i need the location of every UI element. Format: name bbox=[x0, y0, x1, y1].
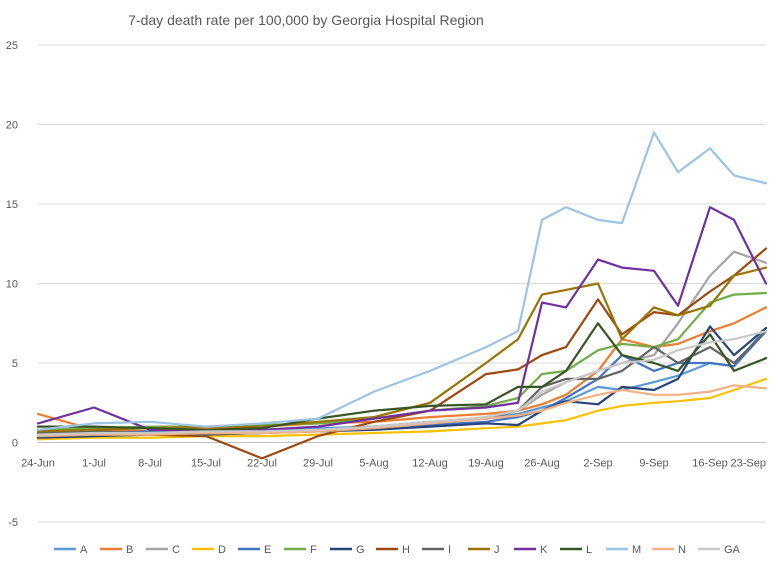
series-line-k bbox=[36, 206, 768, 433]
y-tick-label: 0 bbox=[12, 438, 18, 450]
legend-label: B bbox=[126, 544, 133, 556]
legend-label: GA bbox=[724, 544, 741, 556]
x-tick-label: 9-Sep bbox=[639, 458, 668, 470]
legend-entry-g: G bbox=[330, 544, 365, 556]
legend-entry-i: I bbox=[422, 544, 451, 556]
x-tick-label: 26-Aug bbox=[524, 458, 559, 470]
y-tick-label: -5 bbox=[8, 517, 18, 529]
x-tick-label: 12-Aug bbox=[412, 458, 447, 470]
series-line-m bbox=[36, 131, 768, 431]
y-axis-tick-labels: 25 20 15 10 5 0 -5 bbox=[6, 40, 18, 529]
legend-entry-d: D bbox=[192, 544, 226, 556]
x-axis-tick-labels: 24-Jun 1-Jul 8-Jul 15-Jul 22-Jul 29-Jul 5-Aug 1… bbox=[21, 458, 766, 470]
legend-label: N bbox=[678, 544, 686, 556]
legend-entry-n: N bbox=[652, 544, 686, 556]
series-line-n bbox=[36, 384, 768, 438]
x-tick-label: 24-Jun bbox=[21, 458, 55, 470]
x-tick-label: 22-Jul bbox=[247, 458, 277, 470]
legend-entry-l: L bbox=[560, 544, 592, 556]
x-tick-label: 2-Sep bbox=[583, 458, 612, 470]
legend-label: I bbox=[448, 544, 451, 556]
series-lines bbox=[36, 131, 768, 460]
legend-entry-ga: GA bbox=[698, 544, 741, 556]
y-tick-label: 5 bbox=[12, 358, 18, 370]
x-tick-label: 15-Jul bbox=[191, 458, 221, 470]
y-tick-label: 20 bbox=[6, 120, 18, 132]
legend-entry-h: H bbox=[376, 544, 410, 556]
legend-entry-c: C bbox=[146, 544, 180, 556]
legend-label: L bbox=[586, 544, 592, 556]
legend-entry-m: M bbox=[606, 544, 641, 556]
y-tick-label: 15 bbox=[6, 199, 18, 211]
legend-label: K bbox=[540, 544, 548, 556]
x-tick-label: 8-Jul bbox=[138, 458, 162, 470]
legend-label: C bbox=[172, 544, 180, 556]
legend-label: D bbox=[218, 544, 226, 556]
legend-label: E bbox=[264, 544, 271, 556]
y-tick-label: 10 bbox=[6, 279, 18, 291]
legend-entry-e: E bbox=[238, 544, 271, 556]
legend-entry-j: J bbox=[468, 544, 500, 556]
legend-label: A bbox=[80, 544, 88, 556]
series-line-ga bbox=[36, 330, 768, 436]
x-tick-label: 1-Jul bbox=[82, 458, 106, 470]
chart-title: 7-day death rate per 100,000 by Georgia … bbox=[128, 12, 484, 28]
legend-entry-b: B bbox=[100, 544, 133, 556]
legend-entry-a: A bbox=[54, 544, 88, 556]
legend: A B C D E F G H I J K L M N GA bbox=[54, 544, 741, 556]
legend-label: F bbox=[310, 544, 317, 556]
legend-label: J bbox=[494, 544, 500, 556]
series-line-l bbox=[36, 322, 768, 431]
legend-entry-k: K bbox=[514, 544, 548, 556]
legend-label: G bbox=[356, 544, 365, 556]
x-tick-label: 16-Sep bbox=[692, 458, 727, 470]
gridlines bbox=[38, 44, 766, 523]
legend-label: M bbox=[632, 544, 641, 556]
x-tick-label: 5-Aug bbox=[359, 458, 388, 470]
x-tick-label: 23-Sep bbox=[731, 458, 766, 470]
x-tick-label: 29-Jul bbox=[303, 458, 333, 470]
y-tick-label: 25 bbox=[6, 40, 18, 52]
legend-entry-f: F bbox=[284, 544, 317, 556]
x-tick-label: 19-Aug bbox=[468, 458, 503, 470]
legend-label: H bbox=[402, 544, 410, 556]
